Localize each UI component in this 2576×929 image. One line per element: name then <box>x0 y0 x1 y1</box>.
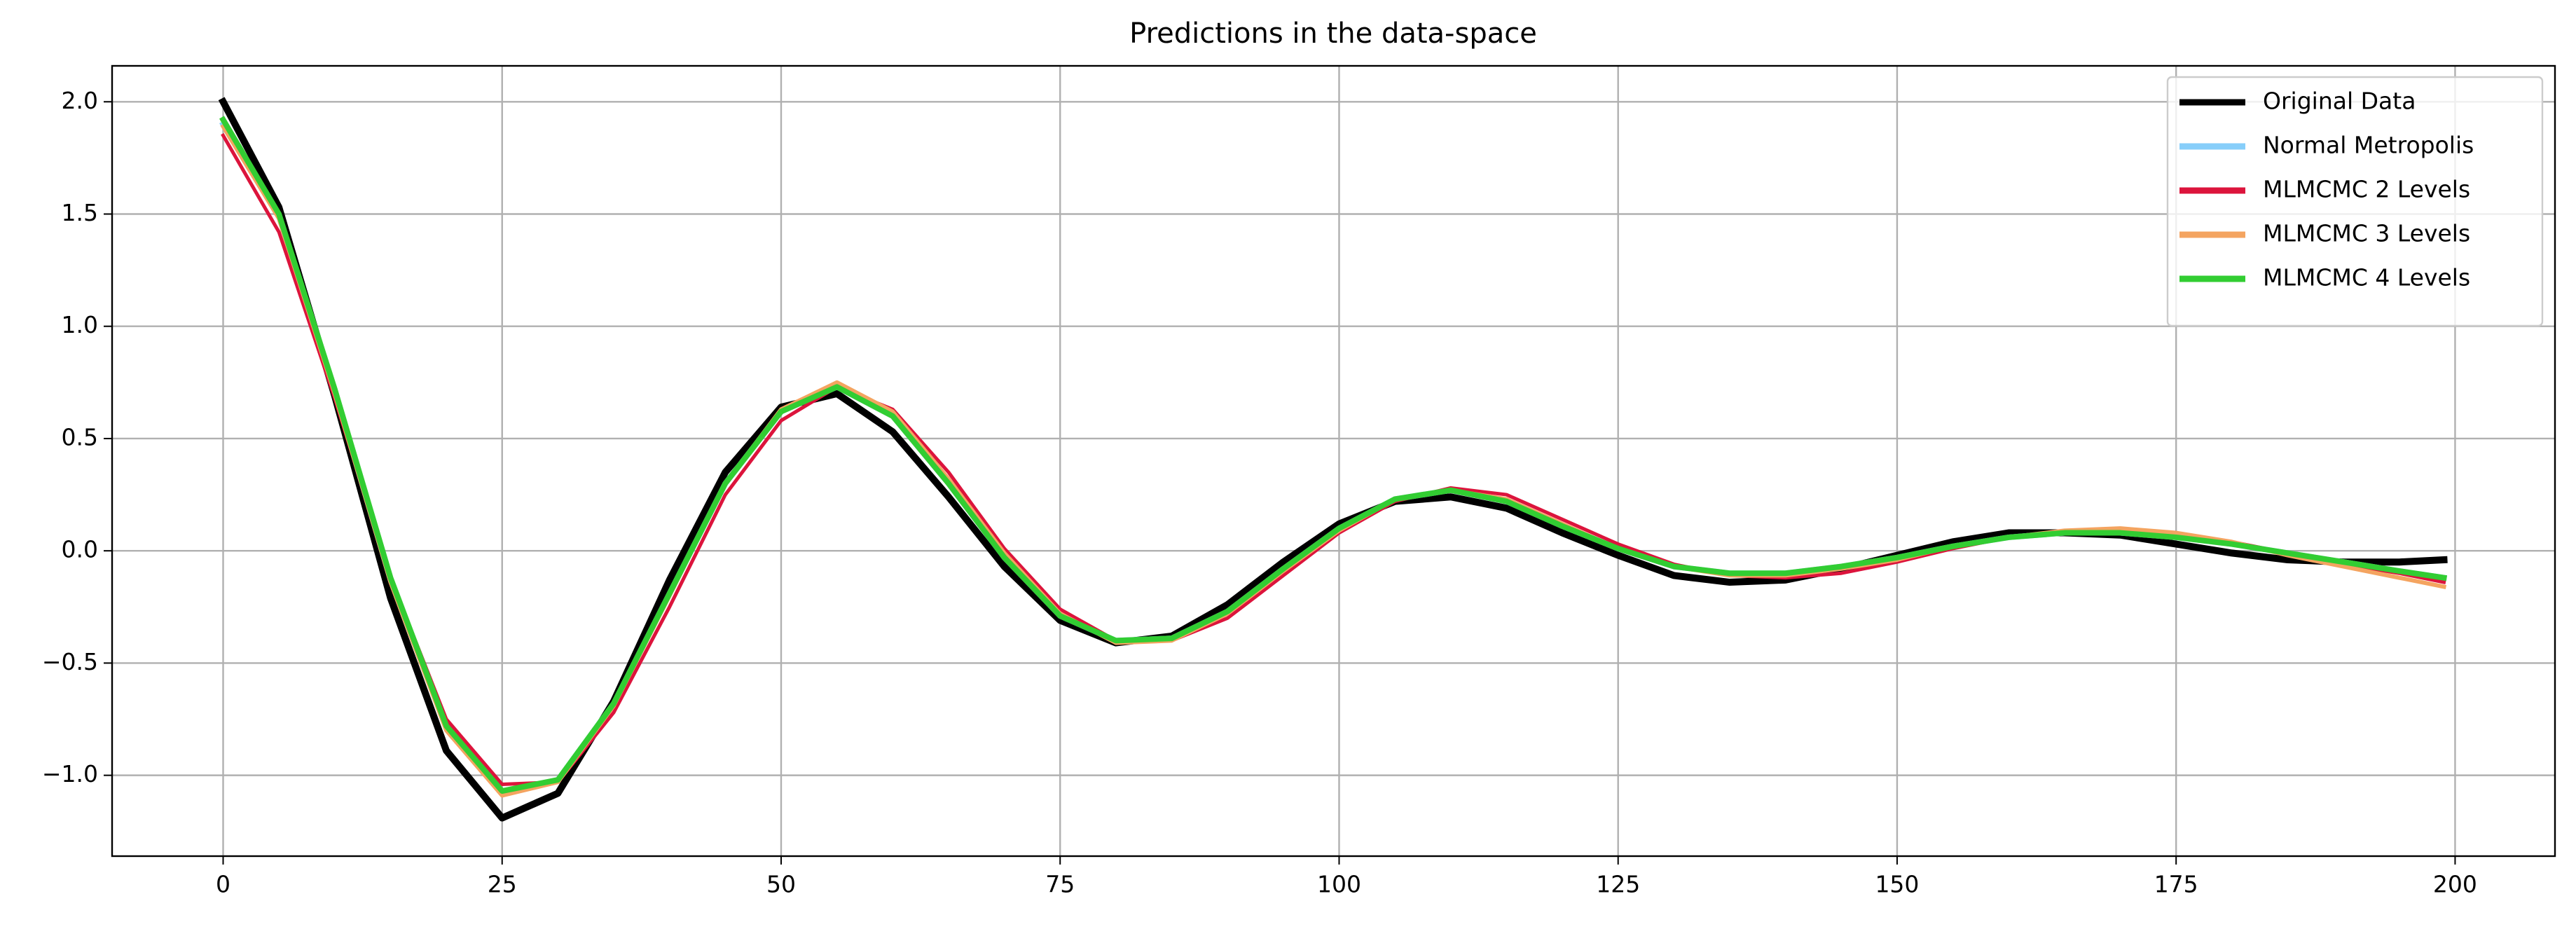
legend-label: Original Data <box>2263 88 2416 115</box>
legend-label: MLMCMC 4 Levels <box>2263 264 2470 291</box>
data-line <box>220 123 2447 798</box>
legend-label: Normal Metropolis <box>2263 132 2474 159</box>
y-tick-label: 2.0 <box>62 87 98 114</box>
x-tick-label: 25 <box>488 871 517 898</box>
legend-label: MLMCMC 2 Levels <box>2263 176 2470 203</box>
y-tick-label: 1.0 <box>62 311 98 338</box>
x-tick-label: 150 <box>1875 871 1919 898</box>
y-tick-label: 1.5 <box>62 199 98 226</box>
y-tick-label: 0.5 <box>62 423 98 450</box>
plot-frame <box>111 64 2556 858</box>
data-line <box>218 97 2448 822</box>
x-tick-label: 75 <box>1045 871 1075 898</box>
data-line <box>219 116 2448 794</box>
x-tick-label: 100 <box>1317 871 1361 898</box>
y-tick-label: −1.0 <box>42 760 98 787</box>
y-tick-label: 0.0 <box>62 536 98 563</box>
x-tick-label: 50 <box>766 871 796 898</box>
data-line <box>219 120 2448 797</box>
data-line <box>221 132 2446 786</box>
y-tick-label: −0.5 <box>42 648 98 675</box>
x-tick-label: 200 <box>2433 871 2477 898</box>
legend-label: MLMCMC 3 Levels <box>2263 220 2470 247</box>
x-tick-label: 175 <box>2154 871 2198 898</box>
x-tick-label: 125 <box>1596 871 1640 898</box>
chart-title: Predictions in the data-space <box>1129 18 1537 50</box>
legend-box <box>2166 76 2544 327</box>
x-tick-label: 0 <box>216 871 230 898</box>
